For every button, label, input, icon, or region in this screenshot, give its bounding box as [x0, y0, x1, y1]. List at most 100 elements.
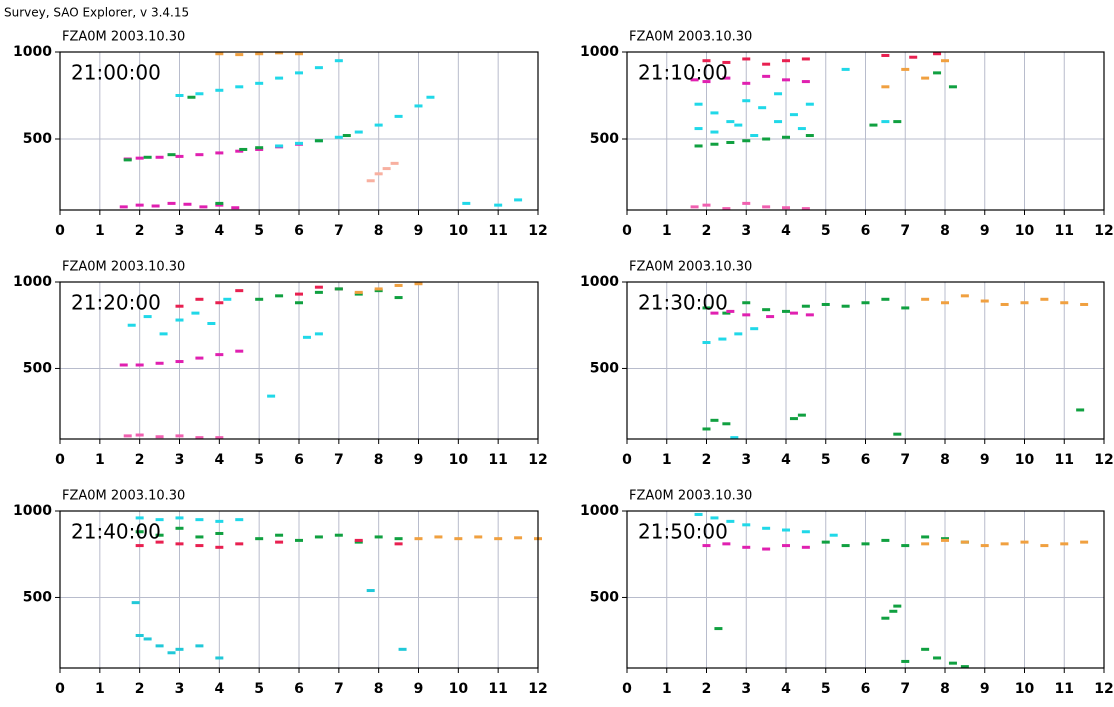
- echo-point: [909, 55, 918, 59]
- x-tick-label: 1: [662, 681, 672, 697]
- y-tick-label: 500: [590, 360, 619, 376]
- x-tick-label: 1: [95, 452, 105, 468]
- echo-point: [933, 52, 942, 56]
- panel: FZA0M 2003.10.300 1 2 3 4 5 6 7 8 9 10 11 1250010002…: [13, 489, 548, 698]
- echo-point: [366, 589, 375, 593]
- echo-point: [235, 149, 244, 153]
- echo-point: [829, 533, 838, 537]
- echo-point: [801, 304, 810, 308]
- echo-point: [255, 147, 264, 151]
- time-label: 21:00:00: [71, 61, 161, 85]
- y-tick-label: 1000: [580, 44, 619, 60]
- echo-point: [235, 542, 244, 546]
- panel: FZA0M 2003.10.300 1 2 3 4 5 6 7 8 9 10 11 1250010002…: [13, 30, 548, 240]
- echo-point: [143, 637, 152, 641]
- echo-point: [921, 297, 930, 301]
- echo-point: [750, 134, 759, 138]
- echo-point: [782, 309, 790, 313]
- y-tick-label: 500: [590, 131, 619, 147]
- echo-point: [135, 530, 144, 534]
- x-tick-label: 5: [254, 223, 264, 239]
- echo-point: [155, 644, 164, 648]
- x-tick-label: 11: [1055, 223, 1074, 239]
- y-tick-label: 500: [23, 360, 52, 376]
- echo-point: [901, 544, 910, 548]
- echo-point: [235, 85, 244, 89]
- panel-title: FZA0M 2003.10.30: [629, 30, 752, 45]
- echo-point: [255, 537, 264, 541]
- echo-point: [215, 353, 224, 357]
- x-tick-label: 4: [214, 681, 224, 697]
- echo-point: [167, 201, 176, 205]
- echo-point: [881, 85, 890, 89]
- echo-point: [334, 287, 343, 291]
- echo-point: [805, 313, 814, 317]
- echo-point: [1080, 540, 1089, 544]
- echo-point: [821, 540, 830, 544]
- echo-point: [175, 526, 184, 530]
- echo-point: [921, 647, 930, 651]
- echo-point: [742, 139, 751, 143]
- echo-point: [215, 545, 224, 549]
- echo-point: [434, 535, 443, 539]
- x-tick-label: 10: [1015, 452, 1035, 468]
- echo-point: [921, 76, 930, 80]
- echo-point: [690, 78, 699, 82]
- echo-point: [901, 659, 910, 663]
- x-tick-label: 1: [95, 681, 105, 697]
- echo-point: [805, 102, 814, 106]
- echo-point: [694, 512, 703, 516]
- echo-point: [881, 616, 890, 620]
- x-tick-label: 10: [449, 681, 469, 697]
- x-tick-label: 2: [135, 681, 145, 697]
- echo-point: [382, 167, 391, 171]
- echo-point: [374, 535, 383, 539]
- echo-point: [1000, 542, 1009, 546]
- panel: FZA0M 2003.10.300 1 2 3 4 5 6 7 8 9 10 11 1250010002…: [580, 30, 1114, 240]
- echo-point: [960, 294, 969, 298]
- echo-point: [354, 538, 363, 542]
- echo-point: [742, 57, 751, 61]
- echo-point: [710, 111, 719, 115]
- echo-point: [921, 542, 930, 546]
- echo-point: [690, 205, 699, 209]
- x-tick-label: 2: [702, 223, 712, 239]
- x-tick-label: 8: [374, 452, 384, 468]
- echo-point: [758, 106, 767, 110]
- echo-point: [722, 60, 731, 64]
- x-tick-label: 5: [821, 681, 831, 697]
- echo-point: [730, 436, 739, 440]
- echo-point: [374, 289, 383, 293]
- x-tick-label: 0: [622, 681, 632, 697]
- echo-point: [742, 201, 751, 205]
- x-tick-label: 6: [294, 452, 304, 468]
- echo-point: [742, 313, 751, 317]
- echo-point: [135, 544, 144, 548]
- echo-point: [782, 206, 790, 210]
- echo-point: [295, 71, 303, 75]
- x-tick-label: 4: [781, 681, 791, 697]
- echo-point: [710, 418, 719, 422]
- x-tick-label: 10: [449, 452, 469, 468]
- echo-point: [710, 130, 719, 134]
- echo-point: [215, 88, 224, 92]
- echo-point: [702, 80, 711, 84]
- echo-point: [295, 538, 303, 542]
- x-tick-label: 3: [741, 681, 751, 697]
- echo-point: [901, 306, 910, 310]
- x-tick-label: 11: [488, 452, 507, 468]
- echo-point: [702, 341, 711, 345]
- echo-point: [334, 533, 343, 537]
- x-tick-label: 11: [1055, 452, 1074, 468]
- echo-point: [235, 518, 244, 522]
- panel: FZA0M 2003.10.300 1 2 3 4 5 6 7 8 9 10 11 1250010002…: [580, 260, 1114, 469]
- echo-point: [195, 518, 204, 522]
- echo-point: [275, 294, 284, 298]
- echo-point: [514, 198, 523, 202]
- x-tick-label: 6: [861, 223, 871, 239]
- echo-point: [782, 59, 790, 63]
- echo-point: [921, 535, 930, 539]
- echo-point: [295, 292, 303, 296]
- x-tick-label: 10: [1015, 223, 1035, 239]
